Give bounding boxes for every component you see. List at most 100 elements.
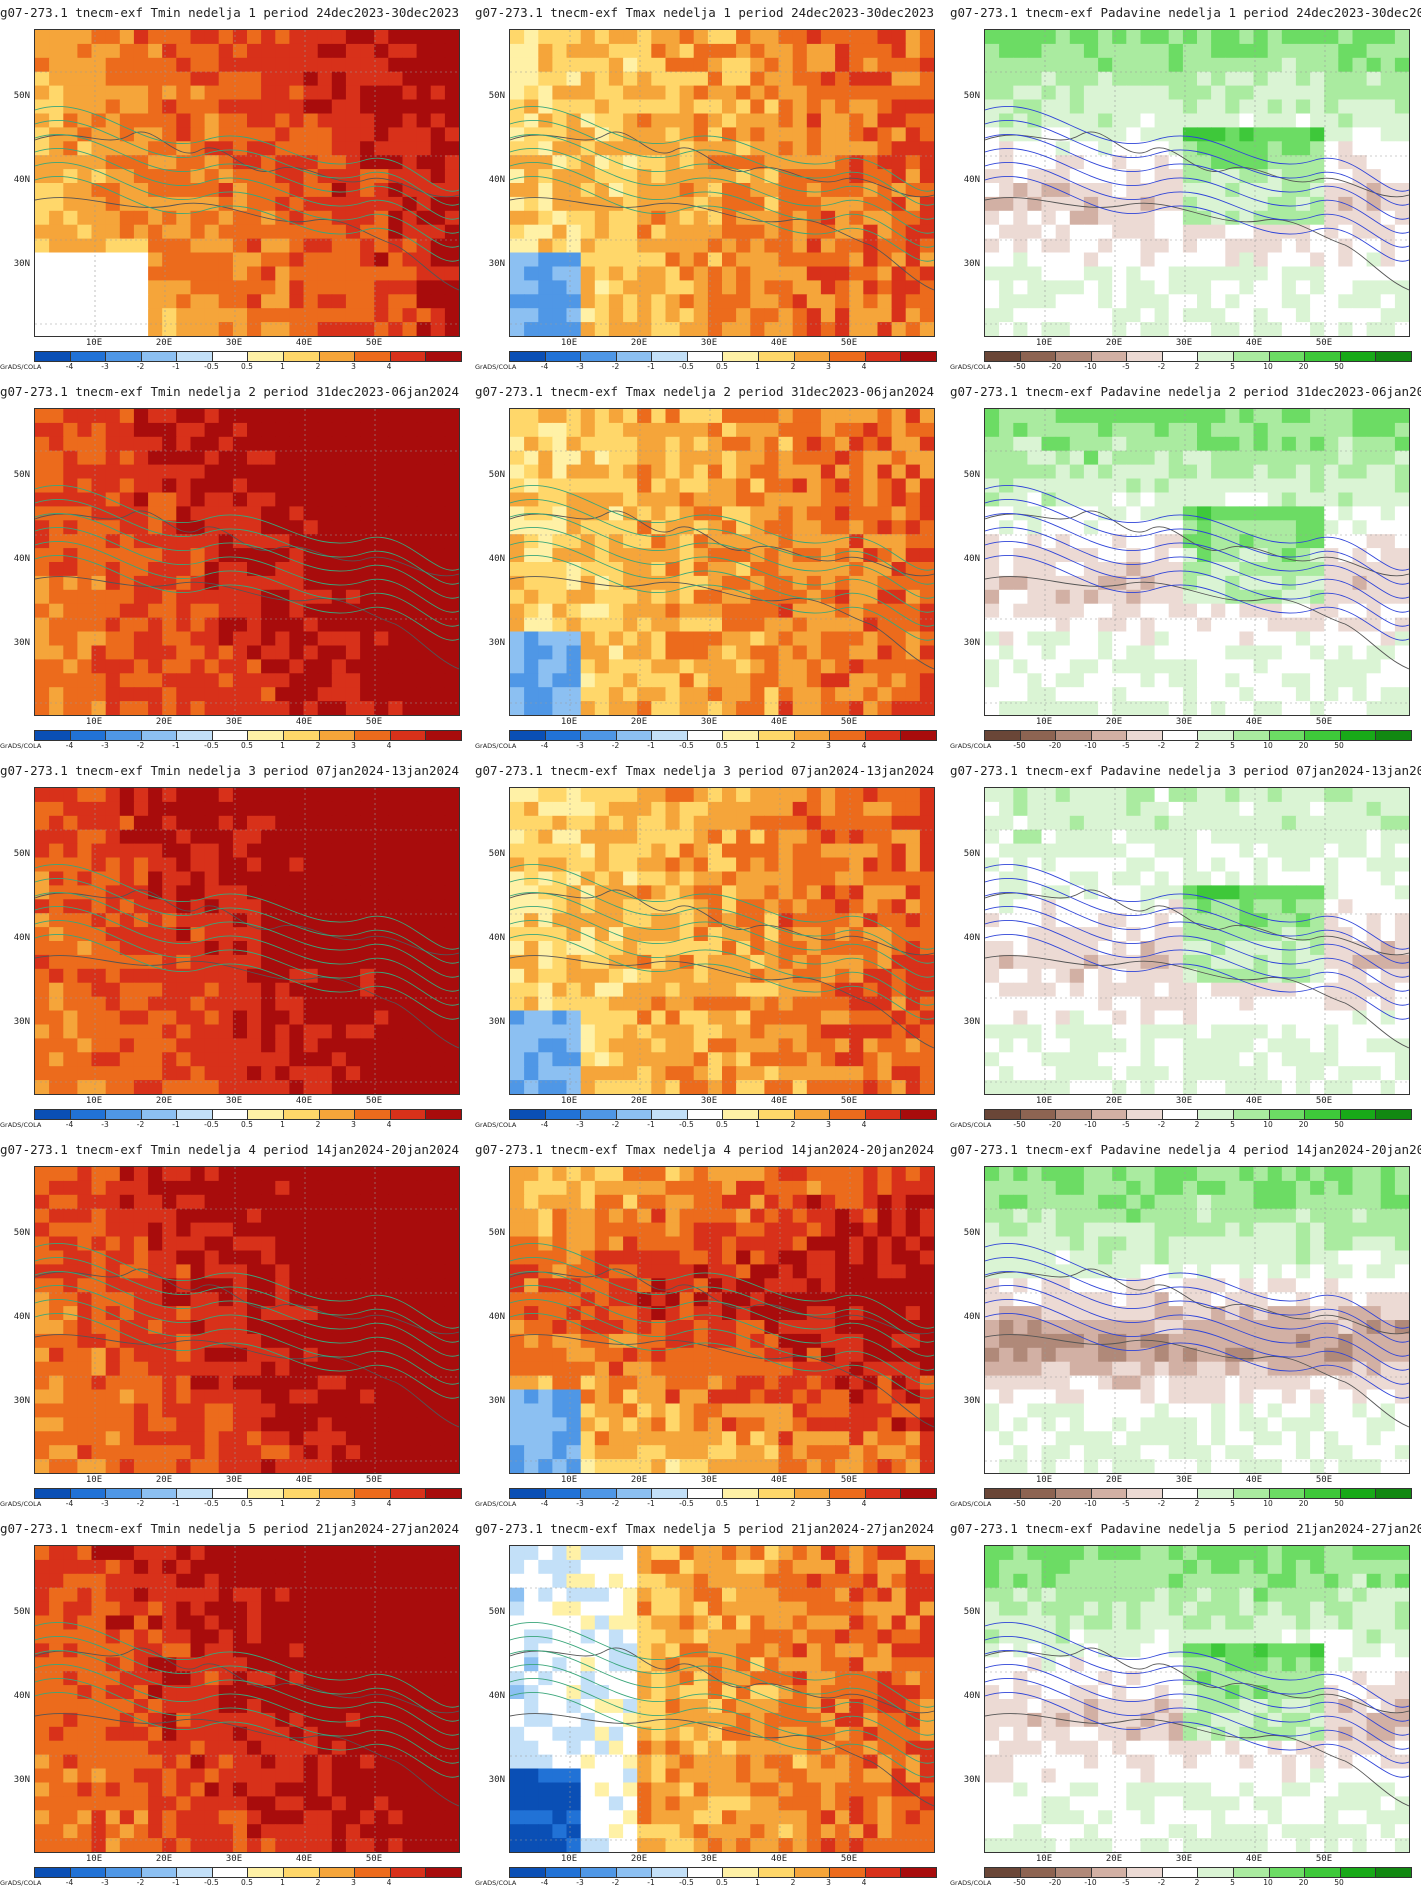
colorbar-label: 20 [1292,1499,1316,1508]
longitude-label: 50E [1309,1475,1339,1485]
longitude-label: 30E [694,1096,724,1106]
latitude-label: 40N [952,554,980,564]
colorbar-swatch [866,1868,902,1877]
colorbar-swatch [1163,731,1199,740]
field-map [985,788,1409,1094]
colorbar-swatch [71,1110,107,1119]
colorbar-label: -2 [129,1120,153,1129]
colorbar-label: -10 [1079,1878,1103,1887]
colorbar-label: -2 [1150,1120,1174,1129]
map-panel-13: g07-273.1 tnecm-exf Tmin nedelja 5 perio… [0,1517,475,1896]
colorbar-label: 20 [1292,362,1316,371]
colorbar-swatch [1270,1489,1306,1498]
longitude-label: 20E [624,1475,654,1485]
longitude-label: 30E [1169,338,1199,348]
field-map [510,30,934,336]
longitude-label: 30E [219,1854,249,1864]
latitude-label: 50N [952,470,980,480]
panel-title: g07-273.1 tnecm-exf Padavine nedelja 4 p… [950,1142,1421,1157]
longitude-label: 30E [219,717,249,727]
colorbar-label: 2 [306,1120,330,1129]
colorbar-label: -20 [1043,362,1067,371]
colorbar-label: -3 [93,362,117,371]
longitude-label: 40E [289,1475,319,1485]
colorbar-swatch [546,731,582,740]
colorbar-swatch [355,1110,391,1119]
colorbar-swatch [177,352,213,361]
colorbar-swatch [795,1868,831,1877]
latitude-label: 50N [2,849,30,859]
colorbar-swatch [1127,1868,1163,1877]
longitude-label: 50E [834,717,864,727]
colorbar-label: -1 [164,741,188,750]
colorbar-label: 0.5 [710,1878,734,1887]
colorbar-swatch [1163,1110,1199,1119]
colorbar-label: -3 [568,1120,592,1129]
colorbar-swatch [1305,1489,1341,1498]
colorbar-swatch [213,1110,249,1119]
colorbar-label: -0.5 [675,1120,699,1129]
colorbar-swatch [35,352,71,361]
field-map [985,409,1409,715]
grads-credit: GrADS/COLA [0,363,41,371]
colorbar-label: 2 [781,1120,805,1129]
colorbar-label: -10 [1079,741,1103,750]
longitude-label: 10E [79,1096,109,1106]
panel-title: g07-273.1 tnecm-exf Tmax nedelja 5 perio… [475,1521,946,1536]
colorbar-swatch [866,731,902,740]
colorbar-label: -2 [604,1499,628,1508]
colorbar-swatch [1376,352,1411,361]
colorbar [509,1867,937,1878]
colorbar-swatch [284,352,320,361]
latitude-label: 30N [2,1775,30,1785]
colorbar [509,730,937,741]
longitude-label: 10E [1029,717,1059,727]
longitude-label: 40E [289,1854,319,1864]
colorbar-swatch [830,352,866,361]
grads-credit: GrADS/COLA [950,363,991,371]
colorbar-label: -1 [164,1878,188,1887]
colorbar-swatch [546,1110,582,1119]
map-panel-5: g07-273.1 tnecm-exf Tmax nedelja 2 perio… [475,380,950,759]
colorbar-swatch [652,352,688,361]
colorbar-swatch [1270,1868,1306,1877]
colorbar-label: -50 [1008,1120,1032,1129]
colorbar-swatch [1092,1489,1128,1498]
colorbar-swatch [71,1489,107,1498]
colorbar-swatch [759,1489,795,1498]
colorbar-label: 0.5 [235,741,259,750]
colorbar-label: -4 [533,362,557,371]
colorbar-label: 3 [817,1878,841,1887]
colorbar-label: -20 [1043,1499,1067,1508]
map-plot [34,1545,460,1853]
colorbar-swatch [1056,1489,1092,1498]
latitude-label: 40N [2,1312,30,1322]
colorbar-label: 50 [1327,362,1351,371]
colorbar-swatch [985,1868,1021,1877]
colorbar-label: 1 [271,1120,295,1129]
colorbar-swatch [1092,352,1128,361]
longitude-label: 20E [1099,1854,1129,1864]
map-panel-6: g07-273.1 tnecm-exf Padavine nedelja 2 p… [950,380,1425,759]
latitude-label: 50N [952,1228,980,1238]
colorbar-swatch [426,731,461,740]
colorbar-swatch [106,1110,142,1119]
colorbar-label: -1 [164,1499,188,1508]
colorbar-swatch [510,352,546,361]
colorbar-swatch [1021,1868,1057,1877]
latitude-label: 40N [952,1691,980,1701]
colorbar-swatch [1234,1868,1270,1877]
latitude-label: 50N [2,1228,30,1238]
colorbar-label: 1 [746,1499,770,1508]
colorbar-label: -10 [1079,1120,1103,1129]
colorbar-label: -0.5 [675,1878,699,1887]
longitude-label: 40E [289,1096,319,1106]
colorbar-label: 20 [1292,741,1316,750]
panel-title: g07-273.1 tnecm-exf Tmin nedelja 2 perio… [0,384,471,399]
colorbar-swatch [1198,1110,1234,1119]
field-map [985,30,1409,336]
colorbar-swatch [510,1868,546,1877]
latitude-label: 50N [477,91,505,101]
longitude-label: 30E [219,1475,249,1485]
colorbar-swatch [1163,1868,1199,1877]
